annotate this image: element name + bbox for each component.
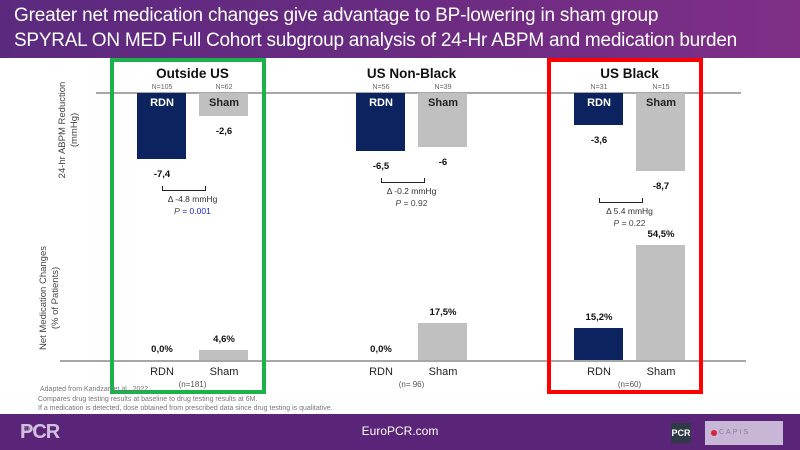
group-total-n: (n=181) <box>178 380 207 389</box>
y-axis-label-med-line1: Net Medication Changes <box>38 245 49 351</box>
abpm-bar-sham: Sham <box>418 93 467 147</box>
bottom-axis-line <box>60 360 746 362</box>
x-label-sham: Sham <box>428 366 458 378</box>
highlight-box-green <box>110 58 266 394</box>
abpm-value-sham: -8,7 <box>652 180 670 192</box>
abpm-bar-rdn: RDN <box>137 93 186 160</box>
x-label-sham: Sham <box>209 366 239 378</box>
med-bar-sham <box>418 323 467 360</box>
x-label-rdn: RDN <box>587 366 611 378</box>
n-sham-label: N=39 <box>434 84 452 91</box>
abpm-bar-sham: Sham <box>636 93 685 171</box>
bar-label-rdn: RDN <box>369 97 393 109</box>
group-total-n: (n=60) <box>617 380 642 389</box>
p-value-label: P = 0.22 <box>580 218 680 228</box>
med-value-sham: 4,6% <box>213 334 235 346</box>
med-bar-sham <box>199 350 248 360</box>
footnote-source: Adapted from Kandzari et al., 2022 <box>40 386 149 393</box>
bar-label-rdn: RDN <box>150 97 174 109</box>
delta-label: Δ 5.4 mmHg <box>606 205 653 216</box>
bar-label-sham: Sham <box>209 97 239 109</box>
y-axis-label-abpm: 24-hr ABPM Reduction (mmHg) <box>57 70 83 190</box>
bar-label-sham: Sham <box>428 97 458 109</box>
partner-logo-text: CAPIS <box>719 429 751 436</box>
delta-bracket <box>162 186 206 192</box>
med-bar-sham <box>636 245 685 360</box>
med-value-rdn: 0,0% <box>370 344 392 355</box>
abpm-bar-sham: Sham <box>199 93 248 117</box>
n-rdn-label: N=31 <box>590 84 608 91</box>
pcr-logo: EURO PCR <box>20 421 60 443</box>
y-axis-label-abpm-line1: 24-hr ABPM Reduction <box>57 81 68 179</box>
p-value-prefix: P <box>395 198 402 209</box>
abpm-value-sham: -6 <box>438 156 448 168</box>
y-axis-label-med: Net Medication Changes (% of Patients) <box>38 233 64 363</box>
group-title: US Black <box>600 66 659 81</box>
delta-bracket <box>381 178 425 184</box>
med-bar-rdn <box>574 327 623 360</box>
med-value-rdn: 0,0% <box>151 344 173 355</box>
n-rdn-label: N=56 <box>372 84 390 91</box>
slide-title: Greater net medication changes give adva… <box>14 5 659 26</box>
p-value-prefix: P <box>613 217 620 228</box>
abpm-value-rdn: -3,6 <box>590 135 608 147</box>
y-axis-label-med-line2: (% of Patients) <box>50 266 61 330</box>
delta-label: Δ -0.2 mmHg <box>386 186 437 197</box>
p-value-number: = 0.92 <box>403 198 428 209</box>
n-sham-label: N=15 <box>652 84 670 91</box>
slide-footer: EURO PCR EuroPCR.com PCR CAPIS <box>0 414 800 450</box>
p-value-number: = 0.22 <box>621 217 646 228</box>
highlight-box-red <box>547 58 703 394</box>
delta-label: Δ -4.8 mmHg <box>167 194 218 205</box>
abpm-bar-rdn: RDN <box>356 93 405 152</box>
footnote-2: If a medication is detected, dose obtain… <box>38 405 333 412</box>
p-value-prefix: P <box>174 206 180 217</box>
x-label-rdn: RDN <box>150 366 174 378</box>
group-title: US Non-Black <box>366 66 457 81</box>
med-value-rdn: 15,2% <box>585 311 613 323</box>
n-rdn-label: N=105 <box>151 84 173 91</box>
footnote-1: Compares drug testing results at baselin… <box>38 396 258 403</box>
n-sham-label: N=62 <box>215 84 233 91</box>
med-value-sham: 17,5% <box>429 307 457 319</box>
abpm-value-rdn: -7,4 <box>153 169 171 181</box>
bar-label-rdn: RDN <box>587 97 611 109</box>
footer-site: EuroPCR.com <box>361 424 439 438</box>
pcr-logo-text: PCR <box>20 421 60 443</box>
pcr-small-logo: PCR <box>671 423 691 443</box>
group-title: Outside US <box>156 66 229 81</box>
x-label-sham: Sham <box>646 366 676 378</box>
delta-bracket <box>599 197 643 203</box>
abpm-bar-rdn: RDN <box>574 93 623 126</box>
y-axis-label-abpm-line2: (mmHg) <box>69 112 80 148</box>
bar-label-sham: Sham <box>646 97 676 109</box>
p-value-number: = 0.001 <box>182 206 211 217</box>
slide-header: Greater net medication changes give adva… <box>0 0 800 58</box>
slide-subtitle: SPYRAL ON MED Full Cohort subgroup analy… <box>14 30 738 51</box>
abpm-value-sham: -2,6 <box>215 126 233 138</box>
x-label-rdn: RDN <box>369 366 393 378</box>
partner-logo-dot-icon <box>711 430 717 436</box>
med-value-sham: 54,5% <box>647 229 675 240</box>
p-value-label: P = 0.001 <box>143 206 243 216</box>
group-total-n: (n= 96) <box>398 380 425 389</box>
abpm-value-rdn: -6,5 <box>372 161 390 173</box>
p-value-label: P = 0.92 <box>362 198 462 208</box>
partner-logo: CAPIS <box>705 421 783 445</box>
